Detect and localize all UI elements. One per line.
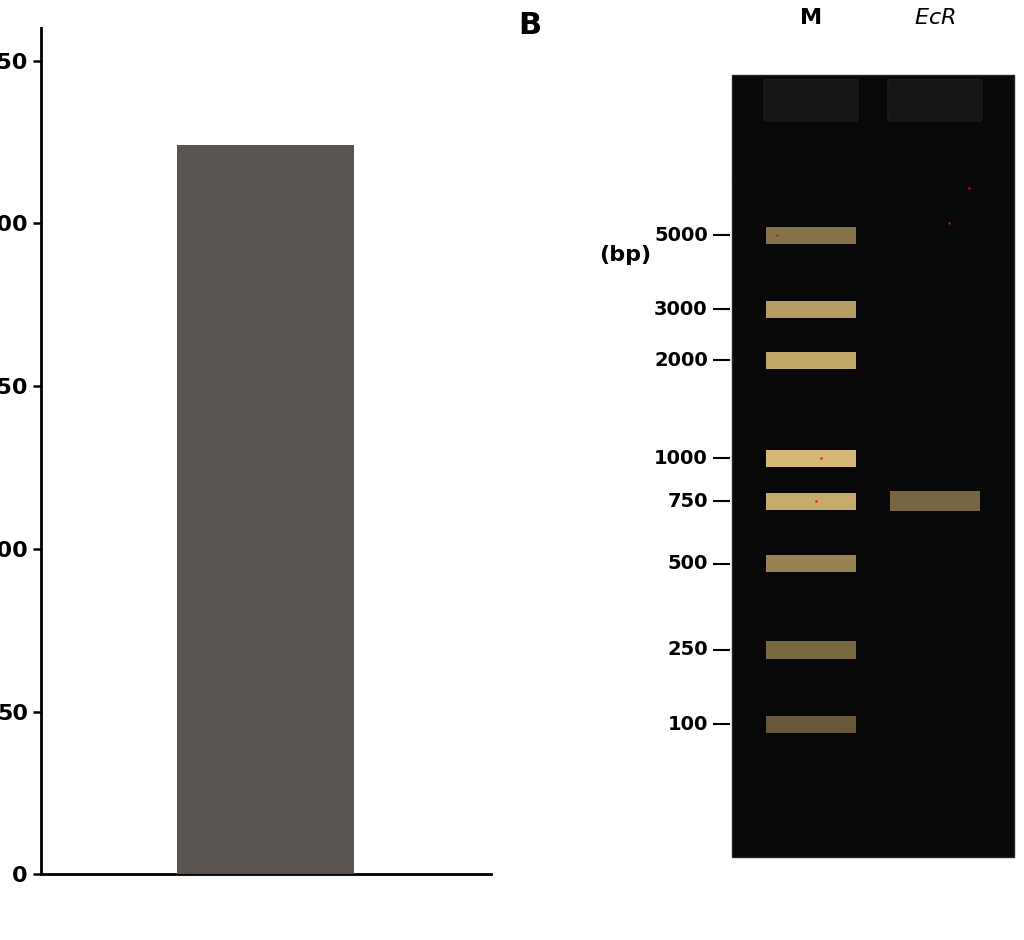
FancyBboxPatch shape	[766, 493, 856, 509]
FancyBboxPatch shape	[766, 227, 856, 243]
Text: (bp): (bp)	[599, 244, 651, 265]
Text: 750: 750	[668, 492, 708, 510]
FancyBboxPatch shape	[766, 641, 856, 659]
FancyBboxPatch shape	[766, 301, 856, 318]
Text: 250: 250	[668, 640, 708, 659]
Text: 3000: 3000	[654, 300, 708, 319]
Text: $\it{EcR}$: $\it{EcR}$	[914, 8, 955, 28]
Text: B: B	[518, 11, 542, 40]
Text: 500: 500	[668, 555, 708, 573]
Text: M: M	[800, 8, 822, 28]
Text: 2000: 2000	[654, 351, 708, 369]
FancyBboxPatch shape	[764, 79, 858, 121]
Text: 5000: 5000	[654, 226, 708, 244]
FancyBboxPatch shape	[888, 79, 982, 121]
FancyBboxPatch shape	[766, 352, 856, 369]
FancyBboxPatch shape	[766, 449, 856, 467]
FancyBboxPatch shape	[732, 75, 1014, 857]
Bar	[177, 146, 354, 874]
Text: 1000: 1000	[654, 448, 708, 468]
FancyBboxPatch shape	[890, 492, 980, 511]
FancyBboxPatch shape	[766, 715, 856, 733]
Text: 100: 100	[668, 714, 708, 734]
FancyBboxPatch shape	[766, 556, 856, 572]
